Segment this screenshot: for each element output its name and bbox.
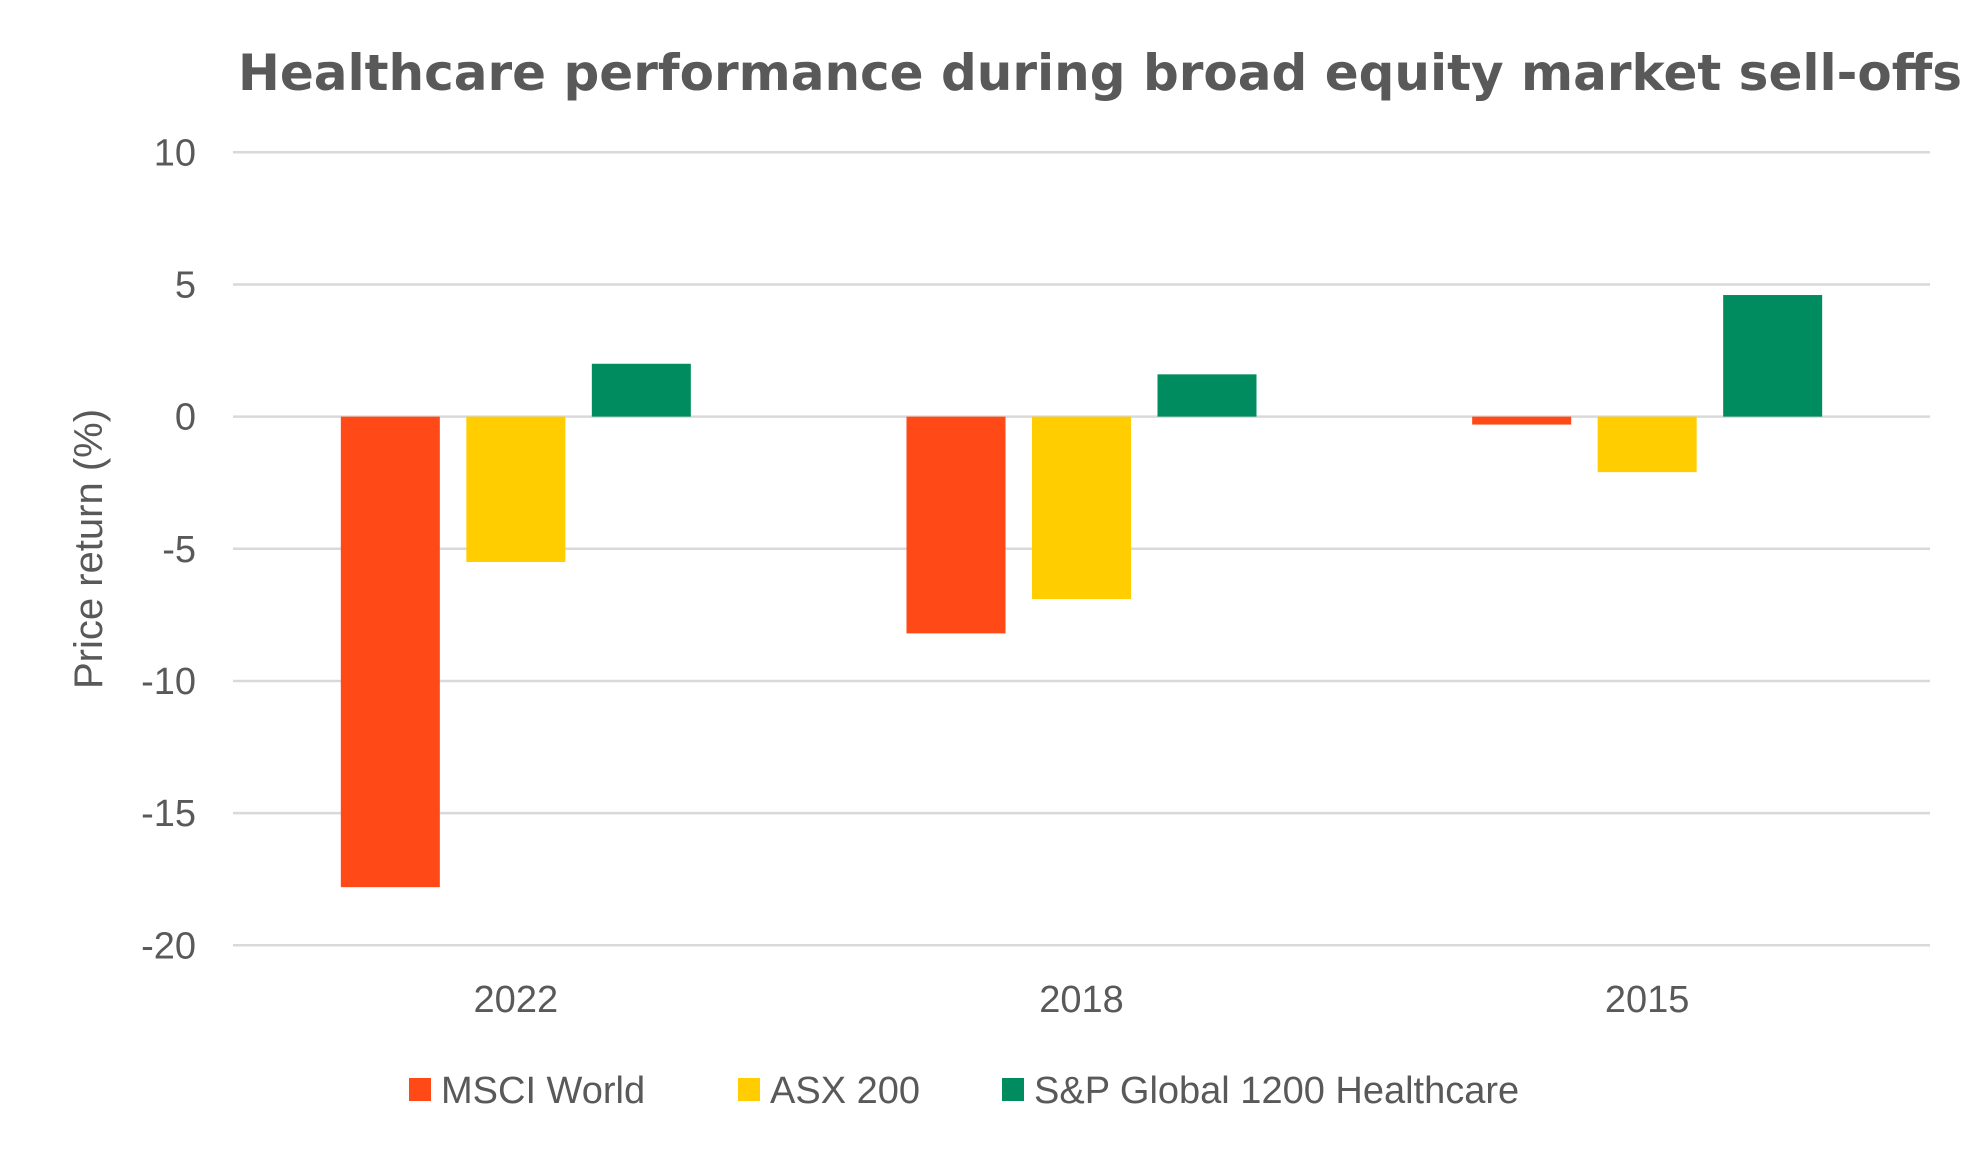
y-tick-label: 0 bbox=[175, 397, 196, 439]
bar-s-p-global-1200-healthcare-2018 bbox=[1157, 374, 1257, 417]
bars bbox=[340, 295, 1823, 888]
bar-asx-200-2018 bbox=[1032, 416, 1131, 600]
legend-swatch bbox=[1002, 1078, 1024, 1101]
y-tick-label: 10 bbox=[154, 132, 196, 174]
bar-asx-200-2022 bbox=[466, 416, 566, 563]
legend-item: S&P Global 1200 Healthcare bbox=[1002, 1070, 1519, 1112]
bar-msci-world-2018 bbox=[906, 416, 1006, 634]
bar-s-p-global-1200-healthcare-2015 bbox=[1723, 295, 1823, 417]
legend: MSCI World ASX 200 S&P Global 1200 Healthc… bbox=[409, 1070, 1519, 1112]
x-axis-categories: 2022 2018 2015 bbox=[474, 979, 1690, 1021]
legend-label: MSCI World bbox=[441, 1070, 645, 1112]
legend-swatch bbox=[738, 1078, 760, 1101]
y-tick-label: -15 bbox=[141, 793, 196, 835]
bar-asx-200-2015 bbox=[1597, 416, 1697, 473]
legend-label: ASX 200 bbox=[770, 1070, 920, 1112]
bar-s-p-global-1200-healthcare-2022 bbox=[591, 363, 691, 417]
y-tick-label: -10 bbox=[141, 661, 196, 703]
y-axis-title: Price return (%) bbox=[67, 409, 111, 689]
y-tick-label: 5 bbox=[175, 264, 196, 306]
x-category-label: 2015 bbox=[1605, 979, 1690, 1021]
x-category-label: 2022 bbox=[474, 979, 559, 1021]
legend-item: ASX 200 bbox=[738, 1070, 920, 1112]
legend-swatch bbox=[409, 1078, 431, 1101]
legend-label: S&P Global 1200 Healthcare bbox=[1034, 1070, 1519, 1112]
y-axis-ticks: 10 5 0 -5 -10 -15 -20 bbox=[141, 132, 196, 967]
y-tick-label: -20 bbox=[141, 925, 196, 967]
y-tick-label: -5 bbox=[162, 529, 196, 571]
legend-item: MSCI World bbox=[409, 1070, 645, 1112]
bar-msci-world-2015 bbox=[1472, 416, 1572, 425]
chart-title: Healthcare performance during broad equi… bbox=[238, 44, 1962, 102]
bar-msci-world-2022 bbox=[340, 416, 440, 888]
x-category-label: 2018 bbox=[1039, 979, 1124, 1021]
